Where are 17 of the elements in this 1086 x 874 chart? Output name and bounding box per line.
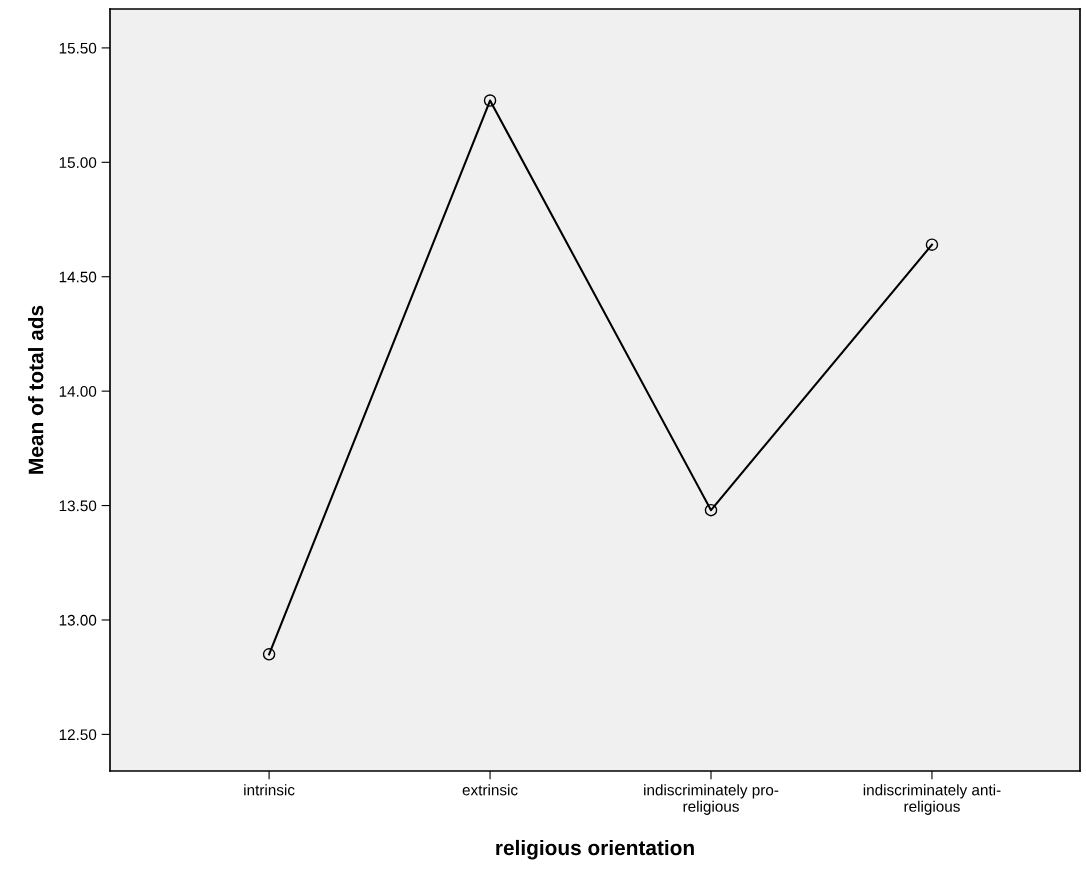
point [483,94,497,107]
y-tick-label: 12.50 [59,729,97,741]
point [262,648,276,661]
y-tick-label: 15.50 [59,42,97,54]
x-tick-label: indiscriminately anti- religious [863,784,1001,815]
x-tick-label: indiscriminately pro- religious [644,784,779,815]
y-tick-label: 15.00 [59,157,97,168]
x-axis-title: religious orientation [496,839,694,860]
x-tick-label: extrinsic [462,784,518,796]
x-tick-label: intrinsic [244,784,295,796]
point [925,238,939,251]
y-axis-title: Mean of total ads [28,305,44,474]
point [704,503,718,517]
y-tick-label: 13.50 [59,500,97,512]
y-tick-label: 14.50 [59,271,97,283]
y-tick-label: 13.00 [59,614,97,626]
y-tick-label: 14.00 [59,386,97,397]
